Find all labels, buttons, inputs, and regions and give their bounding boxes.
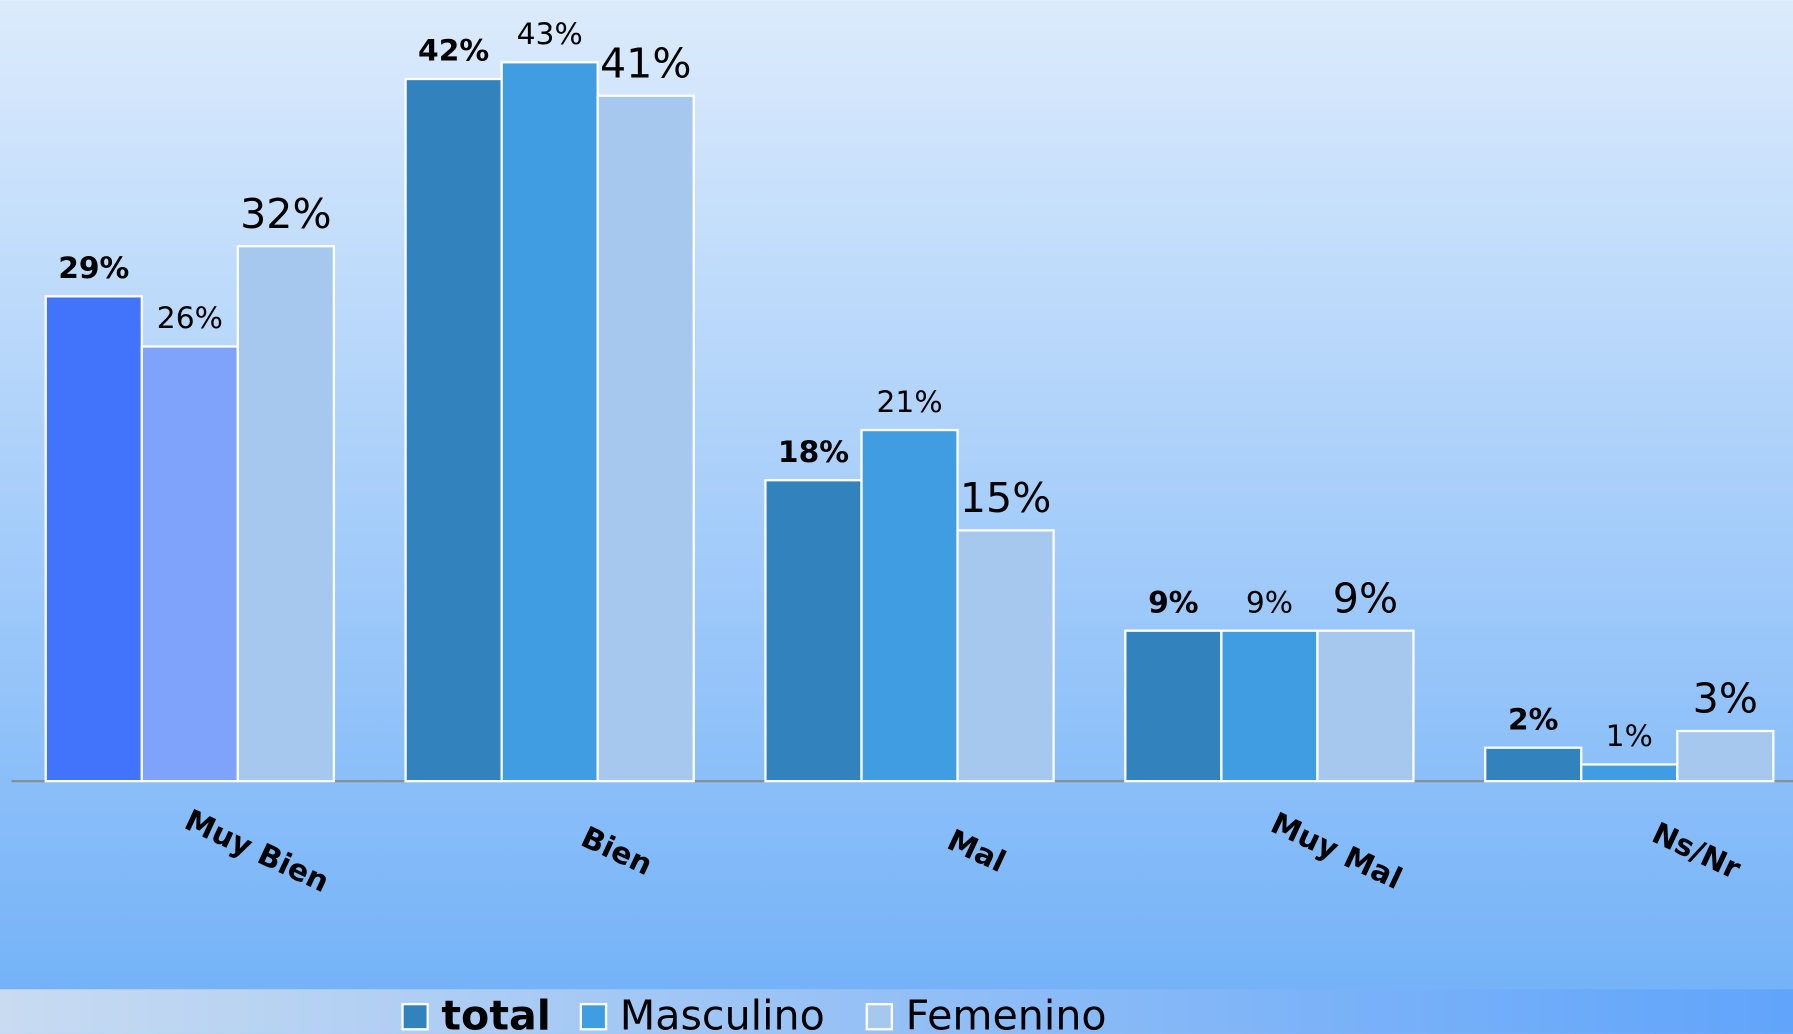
bar — [956, 529, 1055, 783]
value-label: 3% — [1693, 675, 1758, 723]
value-label: 26% — [157, 301, 223, 336]
bar — [1676, 729, 1775, 783]
legend-swatch — [579, 1002, 608, 1031]
value-label: 41% — [600, 39, 691, 87]
legend-label: Masculino — [620, 991, 825, 1034]
bar — [1316, 629, 1415, 783]
legend-label: total — [441, 991, 551, 1034]
bar — [140, 345, 239, 783]
legend-band — [0, 989, 1793, 1034]
value-label: 9% — [1246, 585, 1293, 620]
value-label: 32% — [240, 190, 331, 238]
value-label: 9% — [1333, 574, 1398, 622]
legend-swatch — [401, 1002, 429, 1031]
bar — [764, 479, 863, 783]
bar — [236, 245, 336, 783]
value-label: 1% — [1606, 719, 1653, 754]
bar — [596, 94, 695, 783]
bar — [500, 61, 599, 783]
bar — [44, 295, 143, 783]
value-label: 15% — [960, 474, 1051, 522]
value-label: 29% — [58, 251, 129, 286]
value-label: 42% — [418, 34, 489, 69]
bar — [1580, 763, 1679, 783]
legend-swatch — [865, 1002, 894, 1031]
bar — [1220, 629, 1319, 783]
bar — [1484, 746, 1583, 783]
value-label: 2% — [1508, 702, 1558, 737]
value-label: 43% — [517, 17, 583, 52]
legend-label: Femenino — [906, 991, 1107, 1034]
value-label: 18% — [778, 435, 849, 470]
bar — [404, 77, 503, 783]
bar — [860, 428, 959, 783]
value-label: 21% — [877, 385, 943, 420]
bar — [1124, 629, 1223, 783]
value-label: 9% — [1148, 585, 1198, 620]
